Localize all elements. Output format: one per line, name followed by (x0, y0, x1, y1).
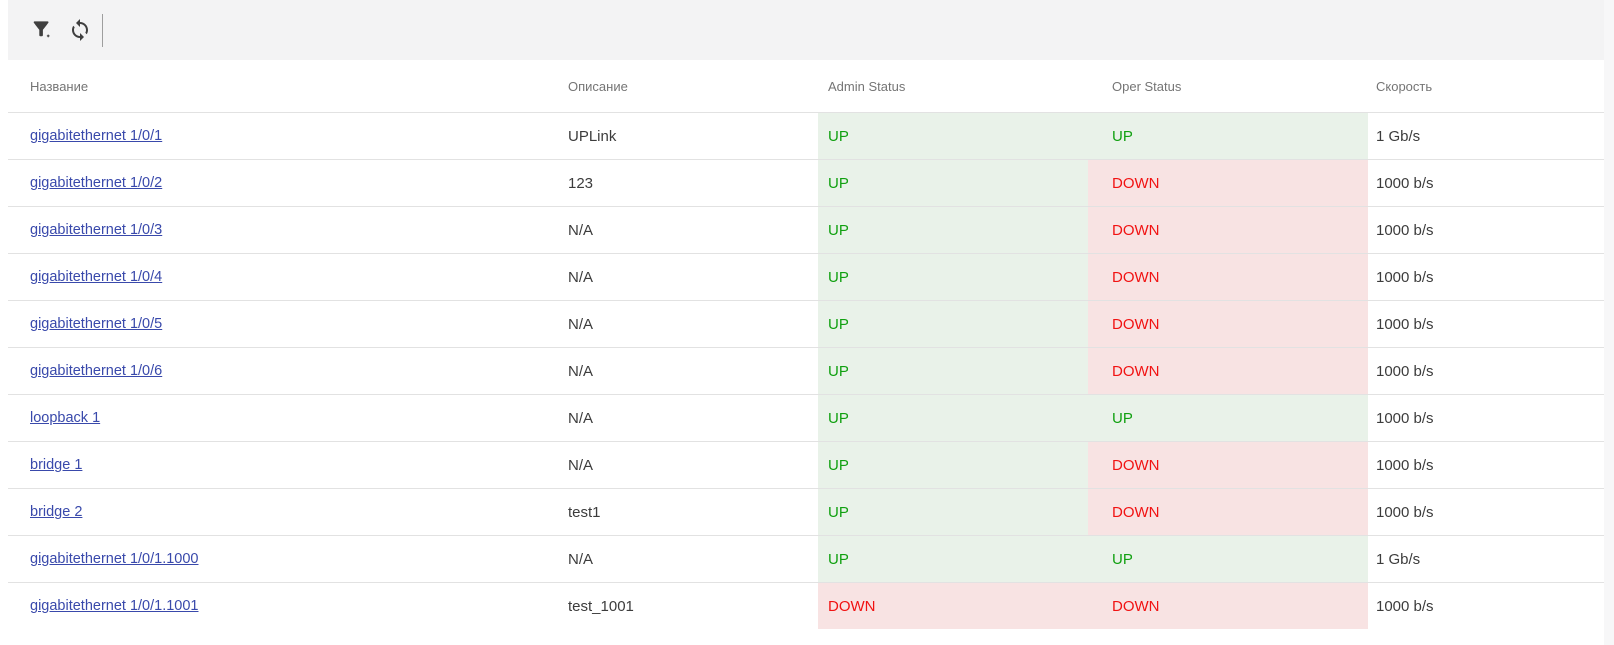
description-cell: UPLink (568, 127, 617, 145)
filter-plus-icon (30, 18, 54, 42)
interface-link[interactable]: bridge 2 (30, 504, 83, 520)
refresh-button[interactable] (62, 12, 98, 48)
table-body: gigabitethernet 1/0/1 UPLink UP UP 1 Gb/s gig… (8, 112, 1604, 629)
interface-link[interactable]: gigabitethernet 1/0/1.1001 (30, 598, 199, 614)
speed-cell: 1000 b/s (1376, 456, 1434, 474)
table-row: loopback 1 N/A UP UP 1000 b/s (8, 394, 1604, 441)
speed-cell: 1000 b/s (1376, 409, 1434, 427)
speed-cell: 1000 b/s (1376, 268, 1434, 286)
admin-status-cell: UP (818, 442, 1088, 488)
description-cell: N/A (568, 550, 594, 568)
interface-link[interactable]: gigabitethernet 1/0/3 (30, 222, 163, 238)
interface-name-cell: gigabitethernet 1/0/6 (8, 348, 560, 394)
description-cell: N/A (568, 221, 594, 239)
admin-status-cell: UP (818, 536, 1088, 582)
interfaces-table: Название Описание Admin Status Oper Stat… (8, 60, 1604, 629)
admin-status-cell: UP (818, 113, 1088, 159)
interface-name-cell: gigabitethernet 1/0/4 (8, 254, 560, 300)
refresh-icon (68, 18, 92, 42)
speed-cell: 1 Gb/s (1376, 127, 1421, 145)
admin-status-cell: DOWN (818, 583, 1088, 629)
add-filter-button[interactable] (24, 12, 60, 48)
interface-name-cell: gigabitethernet 1/0/1.1001 (8, 583, 560, 629)
oper-status-cell: DOWN (1088, 442, 1368, 488)
table-row: gigabitethernet 1/0/6 N/A UP DOWN 1000 b/s (8, 347, 1604, 394)
oper-status-cell: DOWN (1088, 489, 1368, 535)
description-cell: 123 (568, 174, 594, 192)
interface-link[interactable]: loopback 1 (30, 410, 101, 426)
oper-status-cell: DOWN (1088, 254, 1368, 300)
admin-status-cell: UP (818, 395, 1088, 441)
interface-link[interactable]: bridge 1 (30, 457, 83, 473)
column-header-oper-status: Oper Status (1112, 78, 1182, 94)
speed-cell: 1000 b/s (1376, 362, 1434, 380)
oper-status-cell: DOWN (1088, 160, 1368, 206)
interface-name-cell: gigabitethernet 1/0/1 (8, 113, 560, 159)
table-header-row: Название Описание Admin Status Oper Stat… (8, 60, 1604, 112)
speed-cell: 1000 b/s (1376, 597, 1434, 615)
interface-link[interactable]: gigabitethernet 1/0/4 (30, 269, 163, 285)
column-header-description: Описание (568, 78, 628, 94)
speed-cell: 1000 b/s (1376, 315, 1434, 333)
speed-cell: 1000 b/s (1376, 503, 1434, 521)
table-row: bridge 1 N/A UP DOWN 1000 b/s (8, 441, 1604, 488)
description-cell: N/A (568, 456, 594, 474)
oper-status-cell: DOWN (1088, 207, 1368, 253)
description-cell: N/A (568, 315, 594, 333)
oper-status-cell: DOWN (1088, 301, 1368, 347)
admin-status-cell: UP (818, 489, 1088, 535)
column-header-speed: Скорость (1376, 78, 1433, 94)
interface-link[interactable]: gigabitethernet 1/0/2 (30, 175, 163, 191)
oper-status-cell: UP (1088, 395, 1368, 441)
table-row: gigabitethernet 1/0/5 N/A UP DOWN 1000 b/s (8, 300, 1604, 347)
interface-name-cell: gigabitethernet 1/0/5 (8, 301, 560, 347)
admin-status-cell: UP (818, 254, 1088, 300)
description-cell: N/A (568, 268, 594, 286)
oper-status-cell: UP (1088, 113, 1368, 159)
description-cell: N/A (568, 362, 594, 380)
interface-link[interactable]: gigabitethernet 1/0/1 (30, 128, 163, 144)
toolbar (8, 0, 1604, 60)
interface-name-cell: bridge 1 (8, 442, 560, 488)
column-header-name: Название (30, 78, 89, 94)
table-row: gigabitethernet 1/0/3 N/A UP DOWN 1000 b/s (8, 206, 1604, 253)
table-row: gigabitethernet 1/0/1.1001 test_1001 DOWN D… (8, 582, 1604, 629)
page-right-gutter (1604, 0, 1614, 645)
table-row: gigabitethernet 1/0/1 UPLink UP UP 1 Gb/s (8, 112, 1604, 159)
admin-status-cell: UP (818, 207, 1088, 253)
description-cell: test1 (568, 503, 601, 521)
speed-cell: 1000 b/s (1376, 174, 1434, 192)
interface-link[interactable]: gigabitethernet 1/0/1.1000 (30, 551, 199, 567)
table-row: gigabitethernet 1/0/4 N/A UP DOWN 1000 b/s (8, 253, 1604, 300)
interface-link[interactable]: gigabitethernet 1/0/5 (30, 316, 163, 332)
oper-status-cell: UP (1088, 536, 1368, 582)
admin-status-cell: UP (818, 348, 1088, 394)
description-cell: N/A (568, 409, 594, 427)
interface-name-cell: gigabitethernet 1/0/2 (8, 160, 560, 206)
description-cell: test_1001 (568, 597, 634, 615)
admin-status-cell: UP (818, 160, 1088, 206)
interface-link[interactable]: gigabitethernet 1/0/6 (30, 363, 163, 379)
toolbar-divider (102, 13, 103, 47)
interface-name-cell: loopback 1 (8, 395, 560, 441)
interface-name-cell: bridge 2 (8, 489, 560, 535)
oper-status-cell: DOWN (1088, 583, 1368, 629)
admin-status-cell: UP (818, 301, 1088, 347)
table-row: gigabitethernet 1/0/2 123 UP DOWN 1000 b/s (8, 159, 1604, 206)
interface-name-cell: gigabitethernet 1/0/3 (8, 207, 560, 253)
speed-cell: 1000 b/s (1376, 221, 1434, 239)
table-row: gigabitethernet 1/0/1.1000 N/A UP UP 1 Gb/s (8, 535, 1604, 582)
interface-name-cell: gigabitethernet 1/0/1.1000 (8, 536, 560, 582)
table-row: bridge 2 test1 UP DOWN 1000 b/s (8, 488, 1604, 535)
column-header-admin-status: Admin Status (828, 78, 906, 94)
oper-status-cell: DOWN (1088, 348, 1368, 394)
speed-cell: 1 Gb/s (1376, 550, 1421, 568)
